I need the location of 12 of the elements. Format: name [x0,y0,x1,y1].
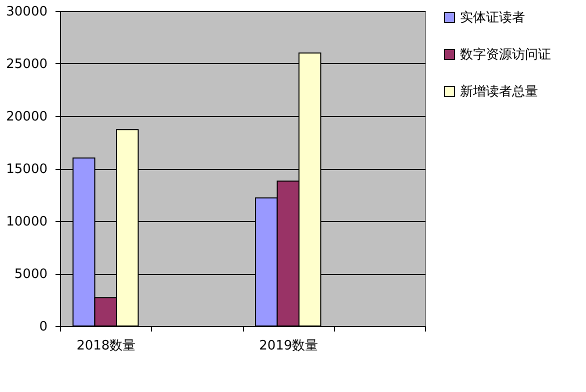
y-tick-label: 15000 [6,162,48,177]
y-tick-label: 25000 [6,57,48,72]
y-tick-label: 0 [39,320,48,334]
y-tick-label: 30000 [6,4,48,20]
y-tick-label: 10000 [6,214,48,230]
x-tick-label: 2019数量 [259,338,318,354]
y-tick-label: 20000 [6,110,48,124]
legend-label: 实体证读者 [460,10,525,26]
x-tick-label: 2018数量 [76,338,136,354]
legend-label: 数字资源访问证 [460,46,551,62]
legend-label: 新增读者总量 [460,84,538,100]
y-tick-label: 5000 [14,267,48,282]
